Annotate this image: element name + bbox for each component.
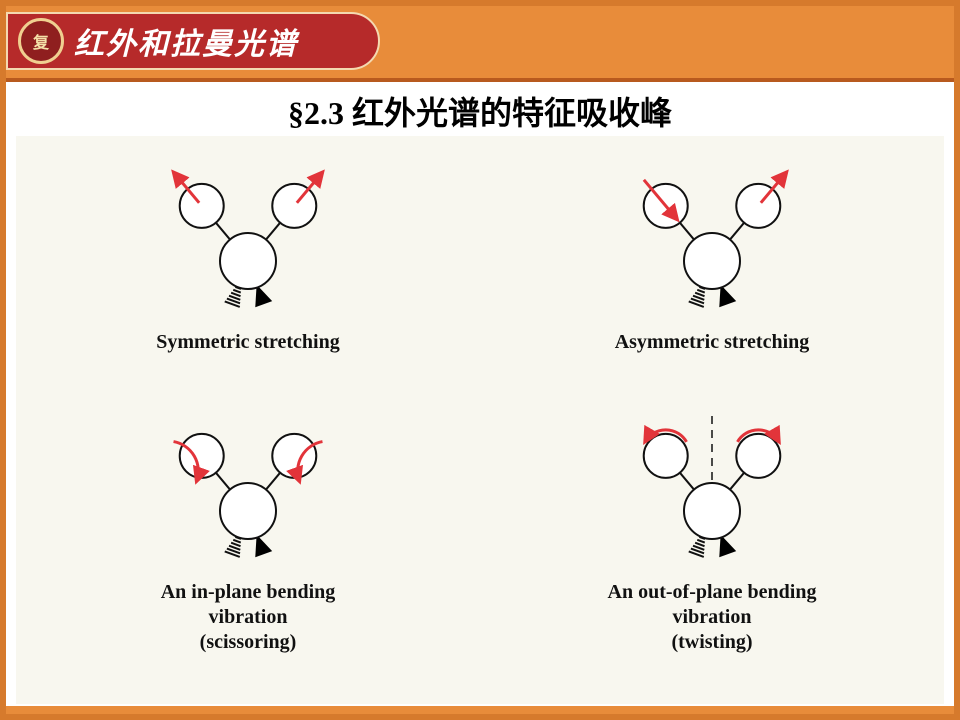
page-title: §2.3 红外光谱的特征吸收峰: [6, 88, 954, 134]
diagram-twist: An out-of-plane bending vibration (twist…: [480, 396, 944, 655]
header-bar: 复 红外和拉曼光谱: [6, 6, 954, 82]
header-card: 复 红外和拉曼光谱: [6, 12, 380, 70]
diagram-svg-twist: [562, 396, 862, 576]
caption-scissor: An in-plane bending vibration (scissorin…: [16, 580, 480, 655]
caption-sym: Symmetric stretching: [16, 330, 480, 355]
university-seal-icon: 复: [18, 18, 64, 64]
diagram-scissor: An in-plane bending vibration (scissorin…: [16, 396, 480, 655]
caption-scissor-l2: vibration: [209, 606, 288, 628]
caption-twist-l2: vibration: [673, 606, 752, 628]
diagram-area: Symmetric stretching Asymmetric stretchi…: [16, 136, 944, 704]
caption-scissor-l3: (scissoring): [200, 631, 297, 653]
slide-frame: 复 红外和拉曼光谱 §2.3 红外光谱的特征吸收峰 Symmetric stre…: [0, 0, 960, 720]
caption-scissor-l1: An in-plane bending: [161, 581, 336, 603]
diagram-svg-sym: [98, 146, 398, 326]
caption-twist-l3: (twisting): [671, 631, 752, 653]
diagram-asym-stretch: Asymmetric stretching: [480, 146, 944, 355]
seal-text: 复: [33, 29, 49, 53]
caption-twist-l1: An out-of-plane bending: [608, 581, 817, 603]
diagram-sym-stretch: Symmetric stretching: [16, 146, 480, 355]
diagram-svg-scissor: [98, 396, 398, 576]
caption-twist: An out-of-plane bending vibration (twist…: [480, 580, 944, 655]
footer-bar: [6, 706, 954, 714]
caption-asym: Asymmetric stretching: [480, 330, 944, 355]
header-title: 红外和拉曼光谱: [74, 19, 298, 63]
diagram-svg-asym: [562, 146, 862, 326]
